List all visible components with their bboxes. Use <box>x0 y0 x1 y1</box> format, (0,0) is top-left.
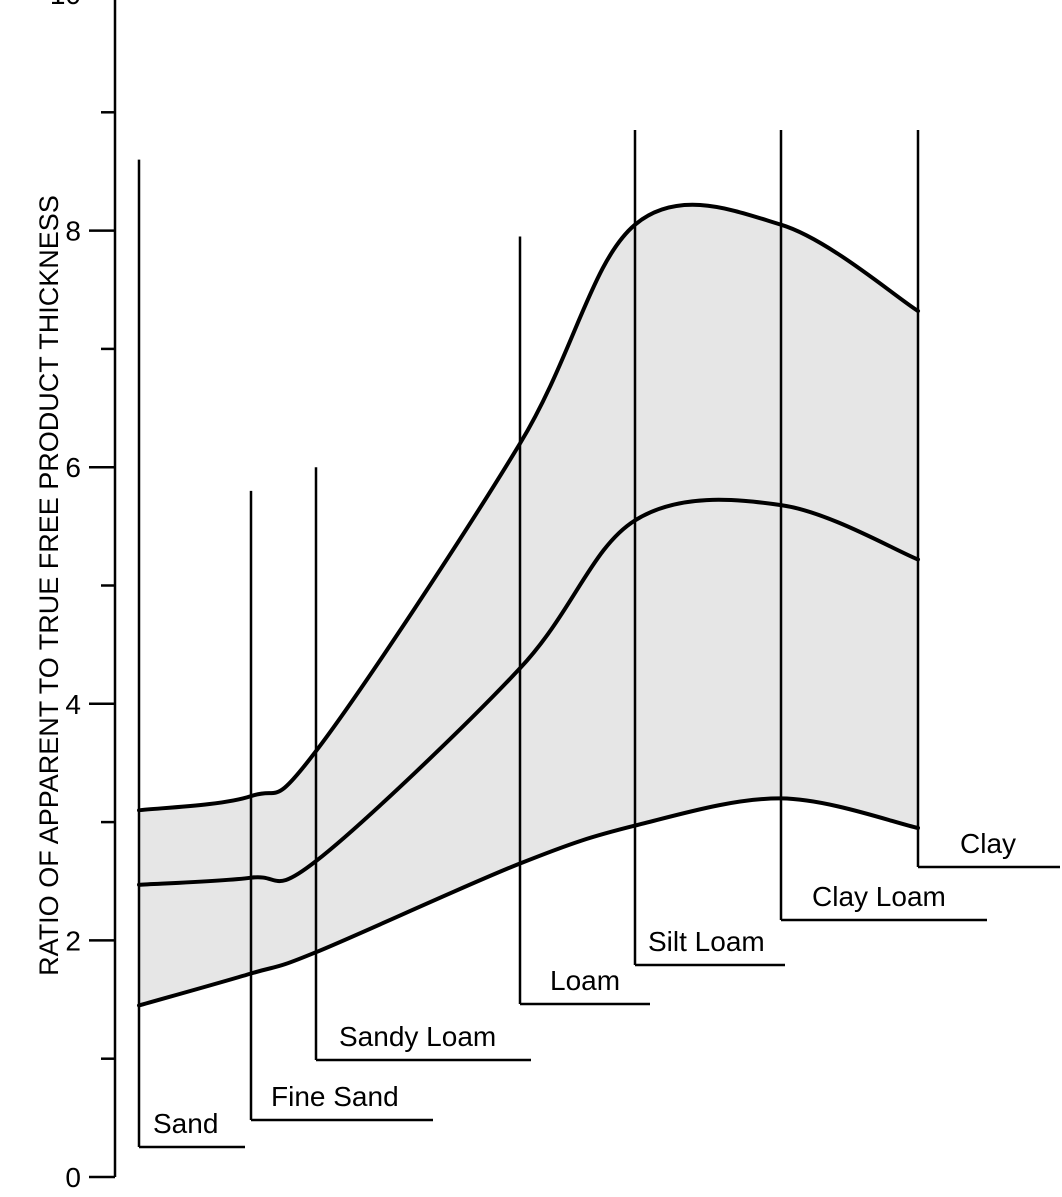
series-line-3 <box>137 796 920 1008</box>
category-label: Silt Loam <box>648 926 765 957</box>
range-band <box>139 204 918 1006</box>
series-lines <box>137 202 920 1008</box>
soil-category-lines <box>137 130 1060 1149</box>
series-line-2 <box>137 497 920 887</box>
y-axis: 0 2 4 6 8 10 <box>50 0 117 1193</box>
category-label: Clay <box>960 828 1016 859</box>
category-label: Loam <box>550 965 620 996</box>
series-line-1 <box>137 202 920 813</box>
y-tick-label: 4 <box>65 689 81 720</box>
category-label: Clay Loam <box>812 881 946 912</box>
y-tick-label: 10 <box>50 0 81 10</box>
y-tick-label: 6 <box>65 452 81 483</box>
y-axis-title: RATIO OF APPARENT TO TRUE FREE PRODUCT T… <box>34 195 64 976</box>
category-label: Sand <box>153 1108 218 1139</box>
category-label: Fine Sand <box>271 1081 399 1112</box>
y-tick-label: 8 <box>65 216 81 247</box>
category-label: Sandy Loam <box>339 1021 496 1052</box>
y-tick-label: 0 <box>65 1162 81 1193</box>
y-tick-label: 2 <box>65 925 81 956</box>
soil-category-labels: Sand Fine Sand Sandy Loam Loam Silt Loam Clay… <box>153 828 1016 1139</box>
